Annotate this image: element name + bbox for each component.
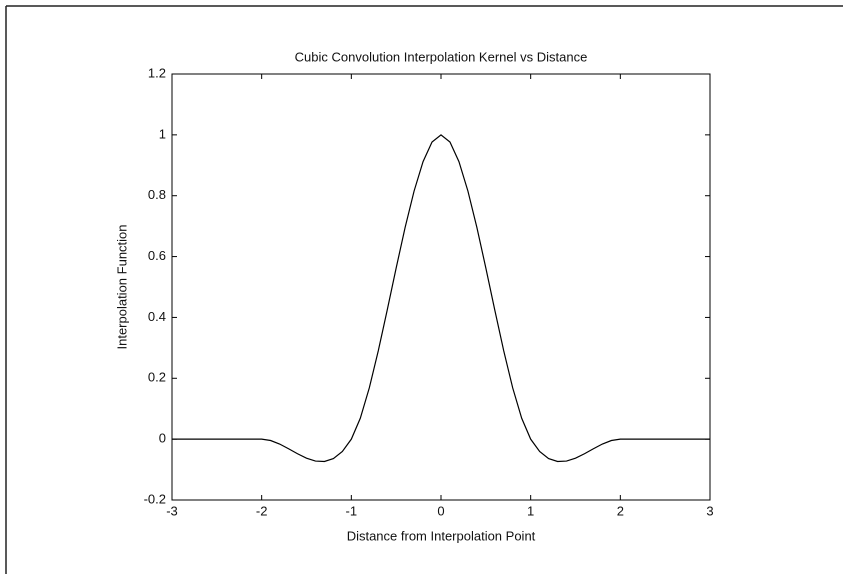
- x-tick-label: 3: [706, 503, 713, 518]
- y-tick-label: 0: [159, 431, 166, 446]
- x-axis-label: Distance from Interpolation Point: [347, 528, 536, 543]
- y-tick-label: -0.2: [144, 491, 166, 506]
- data-line: [172, 134, 710, 463]
- y-axis-label: Interpolation Function: [114, 224, 129, 349]
- y-tick-label: 0.8: [148, 187, 166, 202]
- x-tick-label: -3: [166, 503, 178, 518]
- x-tick-label: 1: [527, 503, 534, 518]
- y-tick-label: 0.4: [148, 309, 166, 324]
- x-tick-label: 0: [437, 503, 444, 518]
- x-tick-label: 2: [617, 503, 624, 518]
- x-tick-label: -1: [346, 503, 358, 518]
- y-tick-label: 1: [159, 126, 166, 141]
- y-tick-label: 1.2: [148, 65, 166, 80]
- y-tick-label: 0.6: [148, 248, 166, 263]
- x-tick-label: -2: [256, 503, 268, 518]
- chart-title: Cubic Convolution Interpolation Kernel v…: [295, 49, 588, 64]
- y-tick-label: 0.2: [148, 370, 166, 385]
